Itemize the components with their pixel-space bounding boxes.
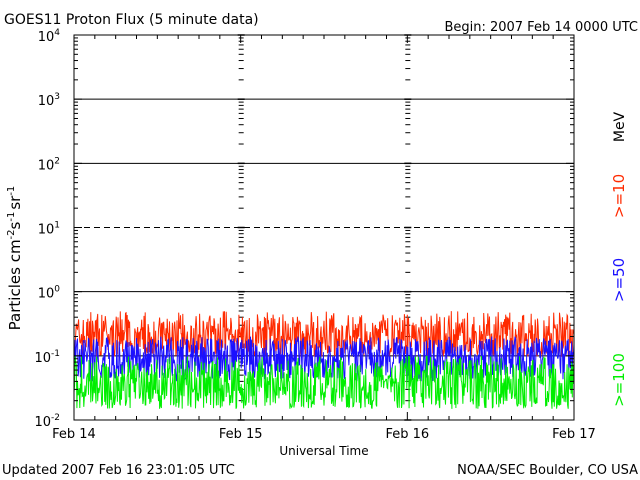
- begin-label: Begin: 2007 Feb 14 0000 UTC: [444, 20, 638, 35]
- x-tick-label: Feb 15: [219, 427, 263, 442]
- y-tick-label: 10-1: [34, 349, 60, 366]
- y-tick-label: 100: [38, 285, 61, 302]
- series-line-ge100: [73, 355, 575, 409]
- x-axis-label: Universal Time: [279, 444, 368, 458]
- legend-series-label: >=50: [610, 258, 628, 302]
- y-tick-label: 102: [38, 156, 60, 173]
- y-axis-label: Particles cm-2s-1sr-1: [6, 186, 24, 331]
- x-tick-label: Feb 16: [385, 427, 429, 442]
- y-tick-label: 104: [38, 28, 61, 45]
- chart-series: [73, 311, 575, 409]
- series-line-ge10: [73, 311, 575, 358]
- chart-axes: 10-2 10-1 100 101 102 103 104 Feb 14 Feb 15 Feb 1…: [34, 28, 628, 442]
- chart-title: GOES11 Proton Flux (5 minute data): [4, 12, 259, 28]
- footer-updated: Updated 2007 Feb 16 23:01:05 UTC: [2, 463, 235, 478]
- footer-source: NOAA/SEC Boulder, CO USA: [457, 463, 638, 478]
- legend-series-label: >=10: [610, 174, 628, 218]
- legend-unit-label: MeV: [612, 111, 628, 142]
- chart-labels: GOES11 Proton Flux (5 minute data) Begin…: [2, 12, 638, 478]
- y-tick-label: 10-2: [34, 413, 60, 430]
- y-tick-label: 103: [38, 92, 60, 109]
- legend-series-label: >=100: [610, 353, 628, 407]
- x-tick-label: Feb 14: [52, 427, 96, 442]
- y-tick-label: 101: [38, 221, 60, 238]
- x-tick-label: Feb 17: [552, 427, 596, 442]
